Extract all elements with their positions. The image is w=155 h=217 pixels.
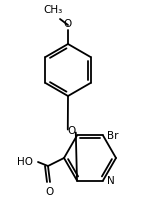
Text: CH₃: CH₃ [43,5,63,15]
Text: O: O [45,187,53,197]
Text: HO: HO [17,157,33,167]
Text: N: N [107,176,115,186]
Text: O: O [68,127,76,136]
Text: Br: Br [107,132,119,141]
Text: O: O [64,19,72,29]
